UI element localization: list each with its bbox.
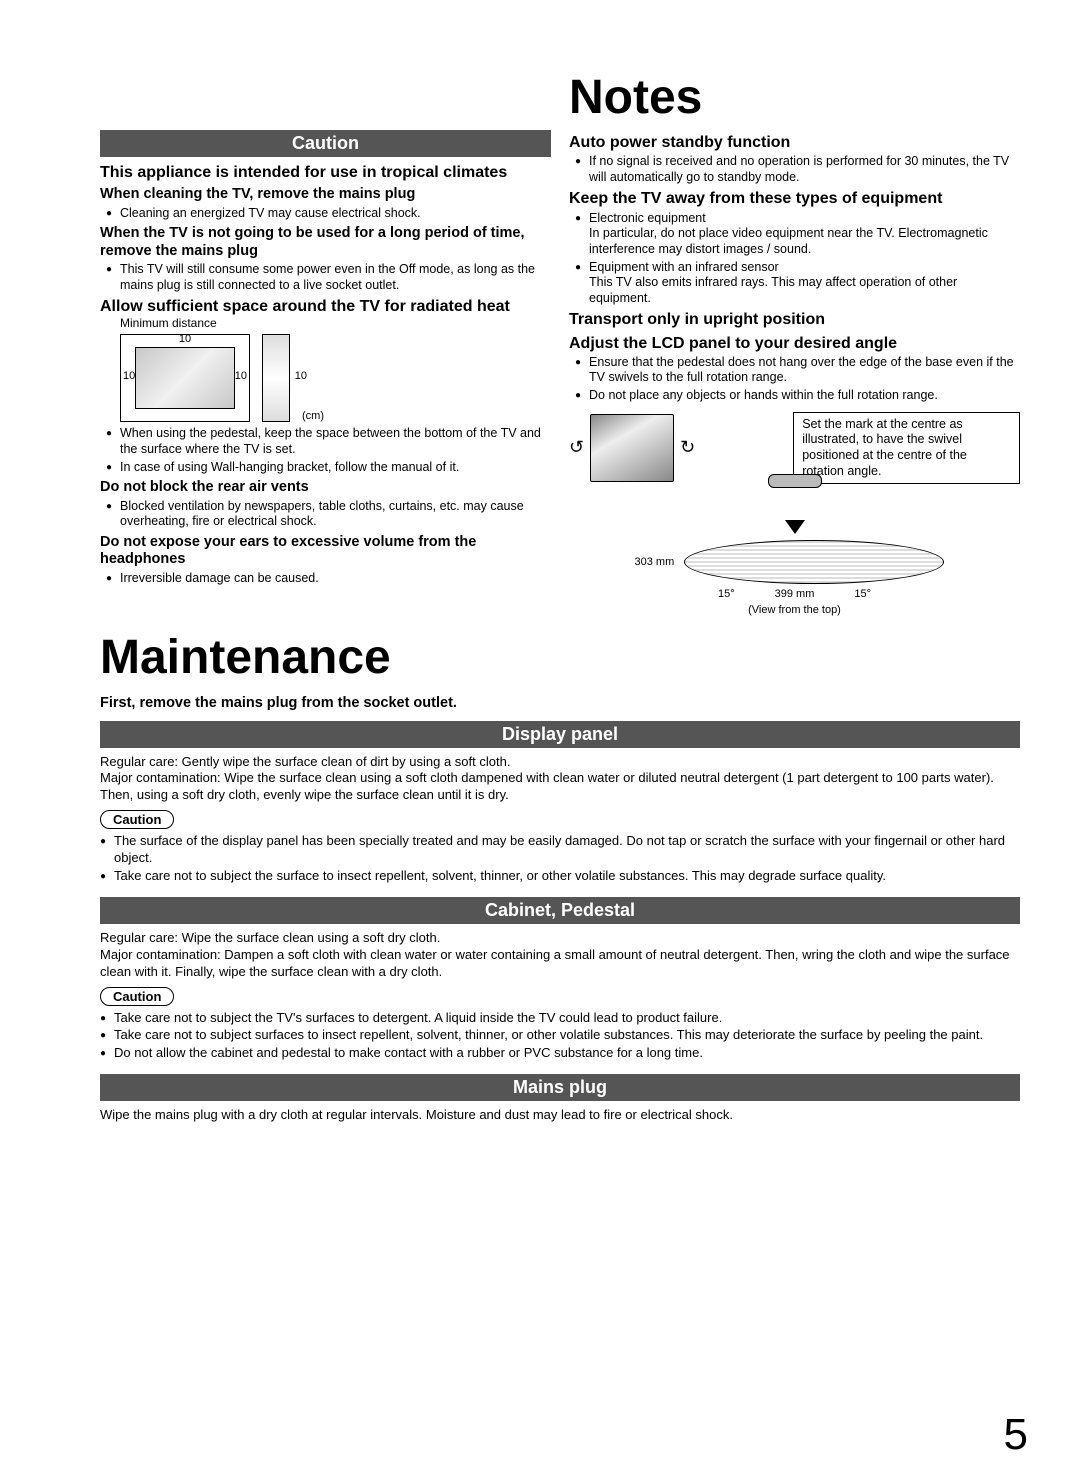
keep-heading: Keep the TV away from these types of equ…	[569, 189, 1020, 208]
space-heading: Allow sufficient space around the TV for…	[100, 297, 551, 316]
first-line: First, remove the mains plug from the so…	[100, 695, 1020, 712]
center-mark-icon	[768, 474, 822, 488]
ears-heading: Do not expose your ears to excessive vol…	[100, 534, 551, 569]
transport-heading: Transport only in upright position	[569, 310, 1020, 329]
cabinet-c2: Take care not to subject surfaces to ins…	[114, 1027, 1020, 1044]
dist-left: 10	[123, 370, 135, 382]
tv-distance-diagram: 10 10 10 10 (cm)	[120, 334, 551, 422]
angle-right: 15°	[854, 588, 871, 600]
right-column: Notes Auto power standby function If no …	[569, 70, 1020, 616]
cabinet-p2: Major contamination: Dampen a soft cloth…	[100, 947, 1020, 981]
caution-pill-1: Caution	[100, 810, 174, 829]
cabinet-c3: Do not allow the cabinet and pedestal to…	[114, 1045, 1020, 1062]
ears-list: Irreversible damage can be caused.	[100, 571, 551, 587]
vents-heading: Do not block the rear air vents	[100, 479, 551, 496]
dist-right: 10	[235, 370, 247, 382]
adjust-list: Ensure that the pedestal does not hang o…	[569, 355, 1020, 404]
keep-b1: Electronic equipmentIn particular, do no…	[589, 211, 1020, 258]
vents-list: Blocked ventilation by newspapers, table…	[100, 499, 551, 530]
notes-columns: Caution This appliance is intended for u…	[100, 70, 1020, 616]
triangle-down-icon	[785, 520, 805, 534]
adjust-heading: Adjust the LCD panel to your desired ang…	[569, 334, 1020, 353]
adjust-b1: Ensure that the pedestal does not hang o…	[589, 355, 1020, 386]
unused-list: This TV will still consume some power ev…	[100, 262, 551, 293]
auto-bullet: If no signal is received and no operatio…	[589, 154, 1020, 185]
keep-list: Electronic equipmentIn particular, do no…	[569, 211, 1020, 307]
display-c1: The surface of the display panel has bee…	[114, 833, 1020, 867]
tv-side-icon: 10	[262, 334, 290, 422]
mains-plug-bar: Mains plug	[100, 1074, 1020, 1101]
dist-side: 10	[295, 370, 307, 382]
cabinet-caution-list: Take care not to subject the TV's surfac…	[100, 1010, 1020, 1063]
display-p2: Major contamination: Wipe the surface cl…	[100, 770, 1020, 804]
rotate-right-icon: ↻	[680, 437, 695, 458]
space-bullet1: When using the pedestal, keep the space …	[120, 426, 551, 457]
clean-bullet: Cleaning an energized TV may cause elect…	[120, 206, 551, 222]
mains-p: Wipe the mains plug with a dry cloth at …	[100, 1107, 1020, 1124]
auto-list: If no signal is received and no operatio…	[569, 154, 1020, 185]
maintenance-section: Maintenance First, remove the mains plug…	[100, 630, 1020, 1124]
tv-front-icon: 10 10 10	[120, 334, 250, 422]
keep-b2: Equipment with an infrared sensorThis TV…	[589, 260, 1020, 307]
adjust-b2: Do not place any objects or hands within…	[589, 388, 1020, 404]
display-p1: Regular care: Gently wipe the surface cl…	[100, 754, 1020, 771]
space-list: When using the pedestal, keep the space …	[100, 426, 551, 475]
clean-list: Cleaning an energized TV may cause elect…	[100, 206, 551, 222]
view-top-label: (View from the top)	[635, 604, 955, 616]
rotation-note: Set the mark at the centre as illustrate…	[793, 412, 1020, 485]
cm-label: (cm)	[302, 410, 324, 422]
caution-bar: Caution	[100, 130, 551, 157]
dist-top: 10	[179, 333, 191, 345]
auto-heading: Auto power standby function	[569, 133, 1020, 152]
notes-title: Notes	[569, 70, 1020, 125]
base-ellipse-icon	[684, 540, 944, 584]
left-column: Caution This appliance is intended for u…	[100, 130, 551, 616]
caution-pill-2: Caution	[100, 987, 174, 1006]
display-panel-bar: Display panel	[100, 721, 1020, 748]
base-diagram: 303 mm 15° 399 mm 15° (View from the top…	[635, 494, 955, 616]
tv-rear-icon	[590, 414, 674, 482]
dim-303: 303 mm	[635, 556, 675, 568]
cabinet-c1: Take care not to subject the TV's surfac…	[114, 1010, 1020, 1027]
maintenance-title: Maintenance	[100, 630, 1020, 685]
display-caution-list: The surface of the display panel has bee…	[100, 833, 1020, 885]
page-number: 5	[1004, 1410, 1028, 1460]
unused-bullet: This TV will still consume some power ev…	[120, 262, 551, 293]
display-c2: Take care not to subject the surface to …	[114, 868, 1020, 885]
vents-bullet: Blocked ventilation by newspapers, table…	[120, 499, 551, 530]
cabinet-p1: Regular care: Wipe the surface clean usi…	[100, 930, 1020, 947]
cabinet-bar: Cabinet, Pedestal	[100, 897, 1020, 924]
angle-left: 15°	[718, 588, 735, 600]
space-bullet2: In case of using Wall-hanging bracket, f…	[120, 460, 551, 476]
rotation-diagram: ↺ ↻ Set the mark at the centre as illust…	[569, 412, 1020, 617]
tropical-heading: This appliance is intended for use in tr…	[100, 163, 551, 182]
dim-399: 399 mm	[775, 588, 815, 600]
clean-heading: When cleaning the TV, remove the mains p…	[100, 186, 551, 203]
ears-bullet: Irreversible damage can be caused.	[120, 571, 551, 587]
min-dist-label: Minimum distance	[100, 316, 551, 330]
rotate-left-icon: ↺	[569, 437, 584, 458]
unused-heading: When the TV is not going to be used for …	[100, 225, 551, 260]
